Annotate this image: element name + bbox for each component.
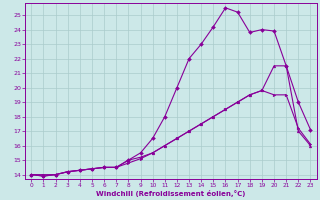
X-axis label: Windchill (Refroidissement éolien,°C): Windchill (Refroidissement éolien,°C): [96, 190, 245, 197]
